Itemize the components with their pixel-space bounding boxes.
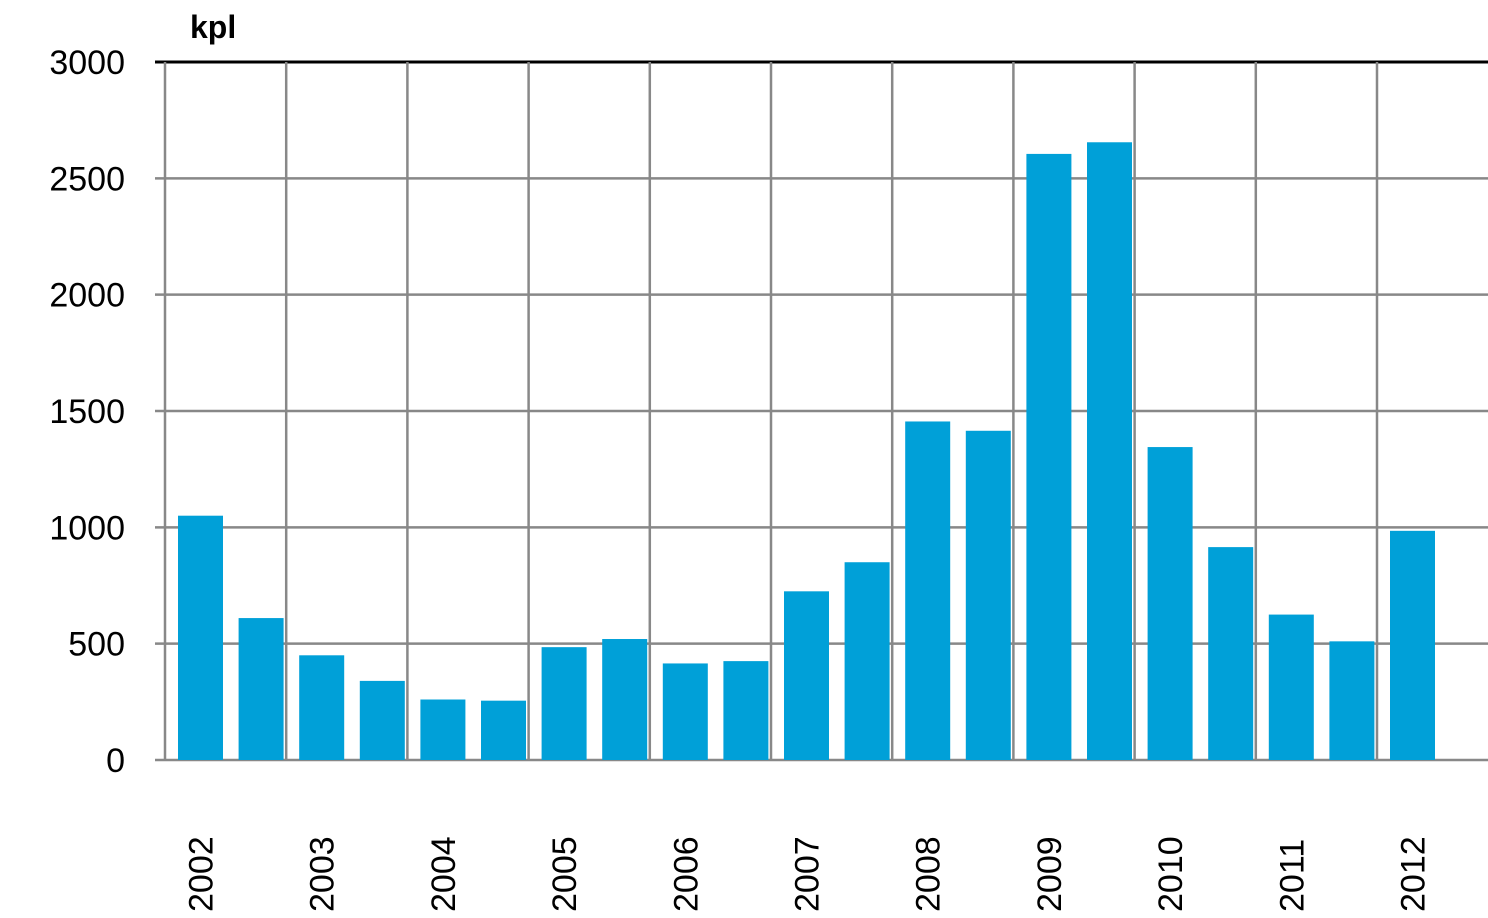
x-tick-label: 2010 <box>1152 836 1190 912</box>
bar <box>1026 153 1072 761</box>
x-tick-label: 2012 <box>1395 836 1433 912</box>
x-tick-label: 2002 <box>183 836 221 912</box>
x-tick-label: 2006 <box>667 836 705 912</box>
y-tick-label: 2500 <box>49 160 125 198</box>
bar <box>723 661 769 760</box>
x-axis-ticks: 2002 2003 2004 2005 2006 2007 2008 2009 2010 2011… <box>183 836 1433 912</box>
bar <box>1087 142 1132 760</box>
y-tick-label: 2000 <box>49 277 125 315</box>
bar <box>420 699 466 760</box>
y-tick-label: 1000 <box>49 509 125 547</box>
bar <box>662 663 708 760</box>
bar <box>784 591 829 760</box>
x-tick-label: 2003 <box>304 836 342 912</box>
bar <box>178 515 223 760</box>
x-tick-label: 2009 <box>1031 836 1069 912</box>
y-tick-label: 1500 <box>49 393 125 431</box>
bar <box>359 680 405 760</box>
bar <box>905 421 951 760</box>
bar <box>1147 447 1193 760</box>
gridlines <box>155 60 1488 762</box>
x-tick-label: 2011 <box>1273 839 1311 912</box>
y-unit-label: kpl <box>190 9 236 45</box>
bar <box>965 430 1011 760</box>
bar <box>1390 530 1435 760</box>
bar <box>1268 614 1314 760</box>
bar <box>238 618 284 760</box>
bar <box>481 700 526 760</box>
bars <box>178 142 1435 761</box>
bar <box>1208 547 1254 760</box>
bar <box>844 562 890 760</box>
y-tick-label: 0 <box>106 742 125 780</box>
bar <box>541 647 587 760</box>
x-tick-label: 2005 <box>546 836 584 912</box>
y-tick-label: 3000 <box>49 44 125 82</box>
x-tick-label: 2004 <box>425 836 463 912</box>
x-tick-label: 2007 <box>789 836 827 912</box>
bar <box>299 655 345 760</box>
y-tick-label: 500 <box>68 626 125 664</box>
bar <box>1329 641 1375 760</box>
y-axis-ticks: 0 500 1000 1500 2000 2500 3000 <box>49 44 125 780</box>
bar <box>602 639 648 760</box>
x-tick-label: 2008 <box>910 836 948 912</box>
